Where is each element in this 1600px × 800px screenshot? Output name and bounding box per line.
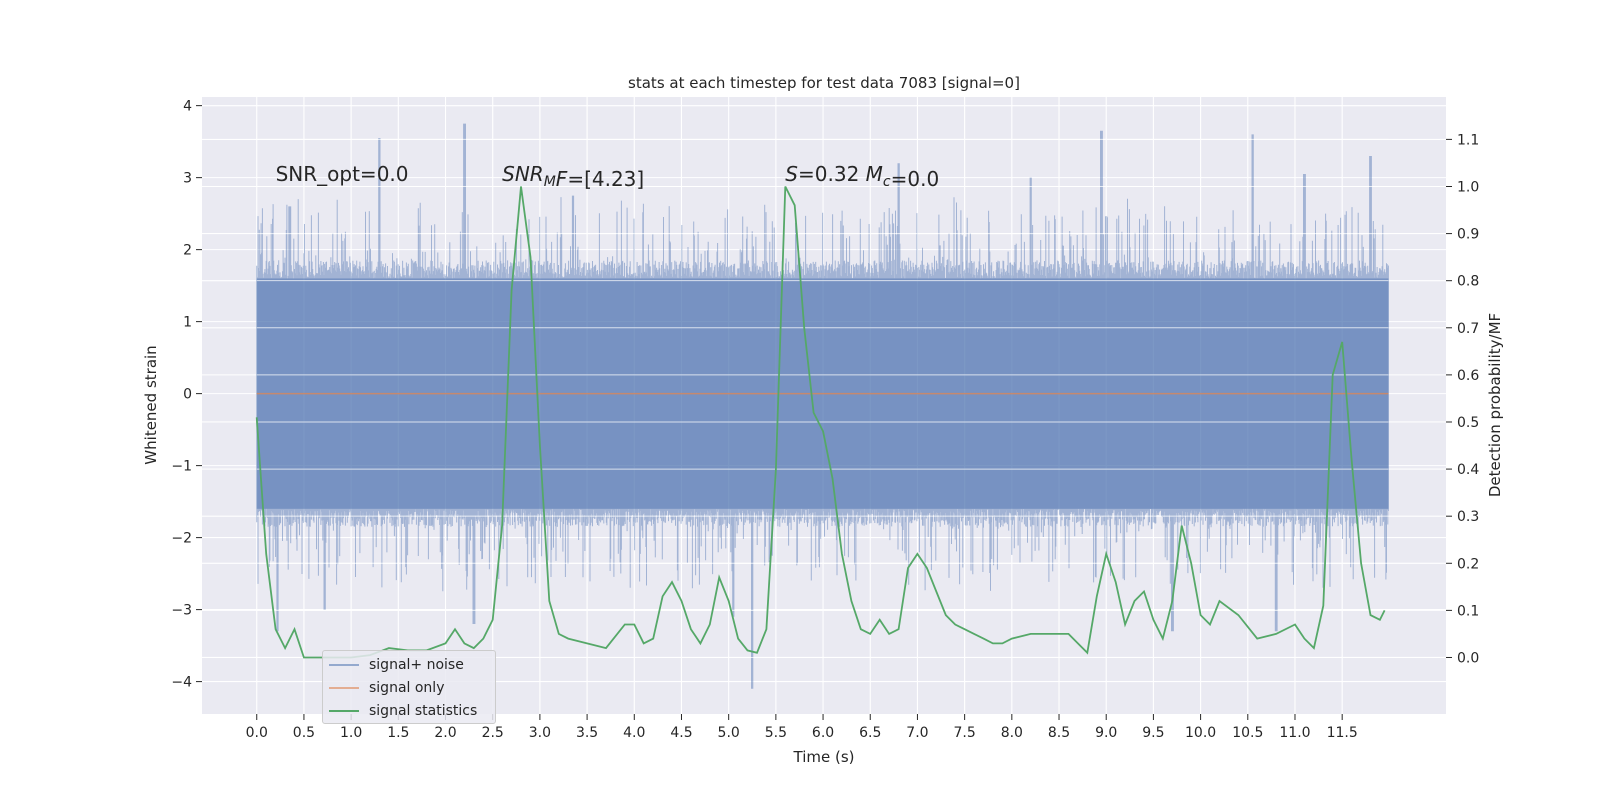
- annotation-part: =0.0: [891, 167, 940, 191]
- x-axis-ticks: 0.0 0.5 1.0 1.5 2.0 2.5 3.0 3.5 4.0 4.5 5.0 5.5 6.0 6…: [246, 714, 1358, 741]
- annotation-part: SNR_opt=0.0: [276, 162, 409, 186]
- x-tick-label: 1.5: [387, 725, 409, 741]
- y-left-tick-label: 3: [183, 171, 192, 187]
- y-left-tick-label: 2: [183, 243, 192, 259]
- y-right-tick-label: 0.8: [1457, 274, 1479, 290]
- x-tick-label: 6.5: [859, 725, 881, 741]
- annotation-part: M: [544, 174, 556, 190]
- x-tick-label: 8.0: [1001, 725, 1023, 741]
- y-left-tick-label: 1: [183, 315, 192, 331]
- y-right-tick-label: 1.0: [1457, 179, 1479, 195]
- y-right-axis-ticks: 0.0 0.1 0.2 0.3 0.4 0.5 0.6 0.7 0.8 0.9 1.0 1.1: [1446, 132, 1479, 666]
- annotation-text: SNRMF=[4.23]: [502, 162, 644, 191]
- x-tick-label: 4.0: [623, 725, 645, 741]
- x-tick-label: 5.0: [718, 725, 740, 741]
- y-left-tick-label: 4: [183, 99, 192, 115]
- x-tick-label: 3.5: [576, 725, 598, 741]
- x-tick-label: 7.5: [954, 725, 976, 741]
- x-tick-label: 11.0: [1279, 725, 1310, 741]
- y-left-tick-label: 0: [183, 387, 192, 403]
- legend-entry-signal-only: signal only: [329, 676, 489, 699]
- legend-swatch-signal-noise: [329, 663, 359, 666]
- x-tick-label: 6.0: [812, 725, 834, 741]
- y-left-axis-label: Whitened strain: [142, 345, 160, 464]
- x-tick-label: 0.0: [246, 725, 268, 741]
- x-tick-label: 3.0: [529, 725, 551, 741]
- y-right-tick-label: 0.2: [1457, 556, 1479, 572]
- signal-statistics-line: [255, 186, 1386, 659]
- annotation-part: F: [556, 167, 568, 191]
- signal-statistics-series: [255, 186, 1386, 659]
- x-tick-label: 9.0: [1095, 725, 1117, 741]
- legend-swatch-signal-only: [329, 686, 359, 689]
- x-tick-label: 10.5: [1232, 725, 1263, 741]
- x-tick-label: 10.0: [1185, 725, 1216, 741]
- legend-swatch-signal-statistics: [329, 709, 359, 712]
- annotation-text: SNR_opt=0.0: [276, 162, 409, 186]
- y-right-tick-label: 0.3: [1457, 509, 1479, 525]
- x-tick-label: 11.5: [1327, 725, 1358, 741]
- y-left-tick-label: −2: [171, 531, 192, 547]
- annotation-text: S=0.32 Mc=0.0: [785, 162, 939, 191]
- legend-label-signal-noise: signal+ noise: [369, 656, 464, 673]
- y-left-tick-label: −3: [171, 603, 192, 619]
- y-right-tick-label: 0.9: [1457, 227, 1479, 243]
- x-axis-label: Time (s): [793, 748, 855, 766]
- y-right-tick-label: 0.7: [1457, 321, 1479, 337]
- annotation-part: SNR: [502, 162, 544, 186]
- annotation-part: c: [883, 174, 891, 190]
- y-right-tick-label: 0.5: [1457, 415, 1479, 431]
- annotation-part: M: [866, 162, 883, 186]
- x-tick-label: 8.5: [1048, 725, 1070, 741]
- x-tick-label: 1.0: [340, 725, 362, 741]
- x-tick-label: 7.0: [906, 725, 928, 741]
- y-left-tick-label: −1: [171, 459, 192, 475]
- legend-label-signal-only: signal only: [369, 679, 445, 696]
- legend-entry-signal-noise: signal+ noise: [329, 653, 489, 676]
- legend-label-signal-statistics: signal statistics: [369, 702, 478, 719]
- legend: signal+ noise signal only signal statist…: [322, 650, 496, 724]
- chart-title: stats at each timestep for test data 708…: [628, 74, 1020, 92]
- legend-entry-signal-statistics: signal statistics: [329, 699, 489, 722]
- x-tick-label: 2.0: [434, 725, 456, 741]
- x-tick-label: 0.5: [293, 725, 315, 741]
- annotation-part: S: [785, 162, 798, 186]
- x-tick-label: 9.5: [1142, 725, 1164, 741]
- annotation-part: =0.32: [798, 162, 866, 186]
- y-right-tick-label: 0.1: [1457, 603, 1479, 619]
- x-tick-label: 2.5: [482, 725, 504, 741]
- annotation-part: =[4.23]: [567, 167, 644, 191]
- y-right-tick-label: 0.6: [1457, 368, 1479, 384]
- y-right-axis-label: Detection probability/MF: [1486, 313, 1504, 497]
- y-right-tick-label: 0.0: [1457, 650, 1479, 666]
- x-tick-label: 4.5: [670, 725, 692, 741]
- x-tick-label: 5.5: [765, 725, 787, 741]
- y-right-tick-label: 1.1: [1457, 132, 1479, 148]
- y-right-tick-label: 0.4: [1457, 462, 1479, 478]
- y-left-tick-label: −4: [171, 675, 192, 691]
- annotations: SNR_opt=0.0 SNRMF=[4.23] S=0.32 Mc=0.0: [276, 162, 940, 191]
- y-left-axis-ticks: −4 −3 −2 −1 0 1 2 3 4: [171, 99, 202, 691]
